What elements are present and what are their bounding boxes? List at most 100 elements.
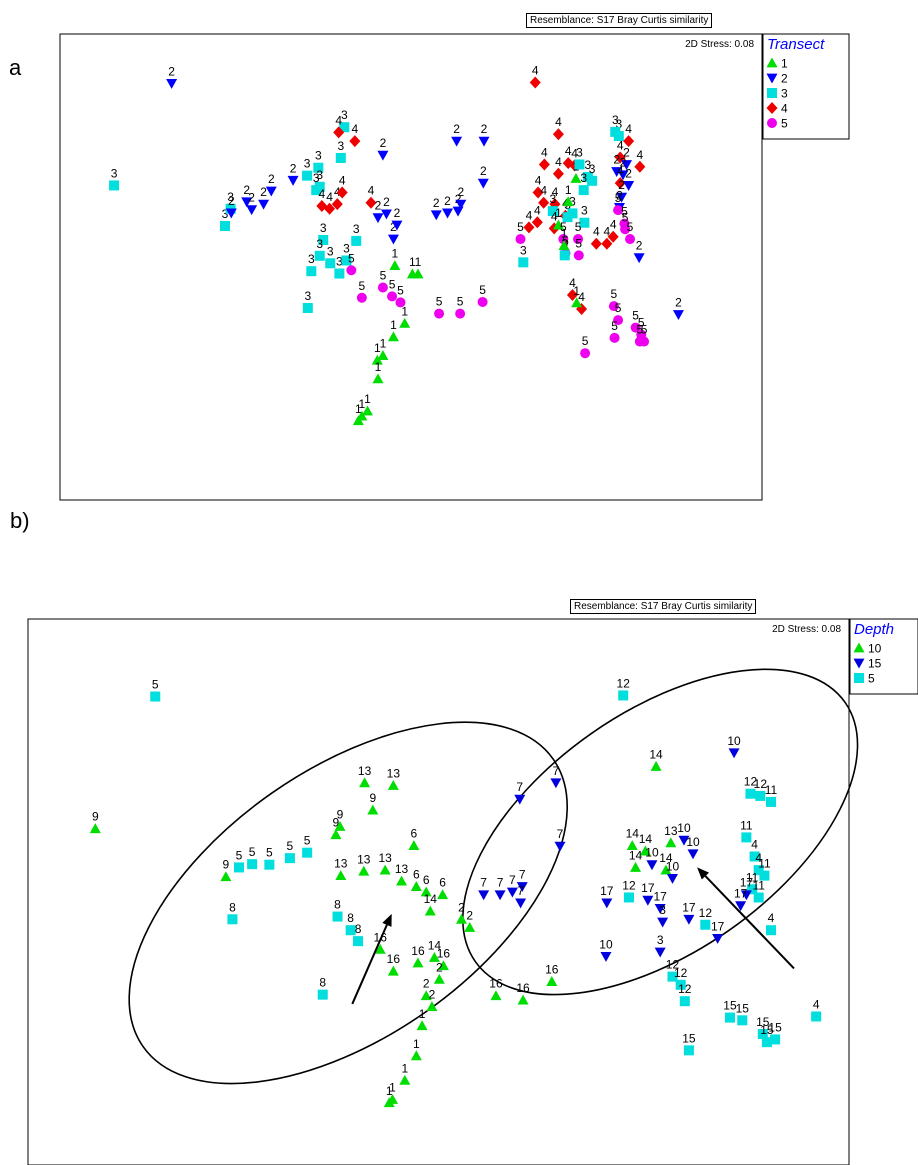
data-point [558,234,569,245]
data-point [579,217,590,228]
data-point [302,303,313,314]
data-point [811,1011,822,1022]
data-point [408,840,420,850]
data-point [683,1045,694,1056]
data-point [346,265,357,276]
legend-label: 5 [781,117,788,131]
point-label: 3 [581,204,588,218]
point-label: 10 [686,835,700,849]
data-point [372,213,384,224]
data-point [667,971,678,982]
point-label: 3 [304,289,311,303]
point-label: 1 [409,255,416,269]
data-point [387,780,399,790]
point-label: 1 [413,1037,420,1051]
point-label: 5 [637,323,644,337]
point-label: 17 [682,900,696,914]
data-point [442,208,454,219]
data-point [621,160,633,170]
data-point [724,1012,735,1023]
data-point [737,1015,748,1026]
point-label: 9 [369,791,376,805]
data-point [607,230,619,243]
point-label: 2 [168,64,175,78]
data-point [755,790,766,801]
data-point [353,936,364,947]
point-label: 3 [313,171,320,185]
point-label: 2 [457,185,464,199]
data-point [735,901,747,912]
data-point [330,829,342,840]
data-point [356,292,367,303]
legend-label: 4 [781,102,788,116]
point-label: 7 [519,868,526,882]
data-point [477,178,489,189]
data-point [761,1037,772,1048]
legend-label: 10 [868,642,882,656]
data-point [334,268,345,279]
point-label: 2 [268,172,275,186]
point-label: 10 [599,937,613,951]
point-label: 11 [740,818,753,832]
data-point [515,234,526,245]
point-label: 14 [629,848,643,862]
data-point [516,882,528,893]
data-point [547,206,558,217]
point-label: 8 [229,900,236,914]
point-label: 17 [734,887,748,901]
legend-title: Depth [854,621,894,638]
data-point [437,960,449,971]
point-label: 8 [347,911,354,925]
point-label: 5 [615,301,622,315]
point-label: 4 [813,997,820,1011]
point-label: 2 [613,152,620,166]
point-label: 5 [641,323,648,337]
data-point [399,1074,411,1085]
data-point [89,823,101,834]
data-point [374,943,386,954]
data-point [613,205,624,216]
point-label: 13 [357,852,371,866]
legend-label: 15 [868,657,882,671]
data-point [757,1028,768,1039]
legend-label: 1 [781,57,788,71]
point-label: 2 [380,136,387,150]
point-label: 3 [315,149,322,163]
point-label: 2 [243,183,250,197]
point-label: 3 [316,168,323,182]
data-point [345,925,356,936]
data-point [246,205,258,216]
data-point [611,167,623,177]
point-label: 4 [755,851,762,865]
point-label: 16 [387,952,401,966]
data-point [324,202,336,215]
data-point [566,288,578,301]
resemblance-label-b: Resemblance: S17 Bray Curtis similarity [570,599,757,614]
point-label: 16 [516,981,530,995]
data-point [570,172,582,183]
data-point [477,296,488,307]
point-label: 5 [266,846,273,860]
point-label: 4 [555,155,562,169]
data-point [351,235,362,246]
point-label: 4 [578,290,585,304]
data-point [241,197,253,208]
point-label: 5 [632,309,639,323]
point-label: 2 [429,988,436,1002]
data-point [334,820,346,831]
point-label: 4 [617,164,624,178]
legend-marker [853,642,865,653]
point-label: 3 [659,903,666,917]
point-label: 4 [335,113,342,127]
data-point [515,898,527,909]
data-point [552,219,564,230]
data-point [630,322,641,333]
point-label: 5 [397,283,404,297]
data-point [517,994,529,1005]
data-point [358,865,370,876]
point-label: 17 [740,876,754,890]
data-point [753,865,764,876]
point-label: 2 [481,122,488,136]
data-point [571,297,583,308]
data-point [317,989,328,1000]
